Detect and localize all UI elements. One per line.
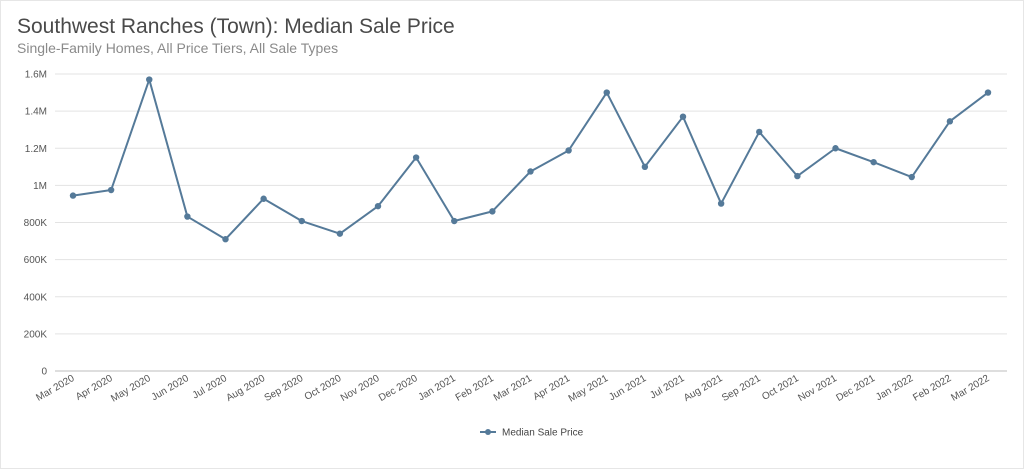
x-tick-label: May 2021	[567, 373, 611, 405]
data-point[interactable]	[374, 202, 382, 210]
data-point[interactable]	[946, 118, 954, 125]
data-point[interactable]	[832, 145, 839, 152]
legend-marker-icon	[485, 429, 491, 435]
data-point[interactable]	[107, 186, 115, 194]
y-axis-ticks: 0 200K 400K 600K 800K 1M 1.2M 1.4M 1.6M	[24, 70, 48, 378]
data-point[interactable]	[222, 236, 229, 243]
x-tick-label: Jan 2022	[874, 373, 916, 403]
data-point[interactable]	[184, 213, 191, 220]
x-tick-label: Jun 2021	[607, 373, 649, 403]
data-point[interactable]	[146, 76, 153, 83]
y-tick-label: 400K	[24, 292, 48, 303]
y-tick-label: 800K	[24, 218, 48, 229]
x-tick-label: Oct 2021	[760, 373, 801, 403]
legend-label: Median Sale Price	[502, 428, 584, 439]
x-tick-label: Dec 2021	[835, 373, 878, 404]
chart-title: Southwest Ranches (Town): Median Sale Pr…	[17, 15, 455, 38]
y-tick-label: 200K	[24, 329, 48, 340]
x-tick-label: Jun 2020	[150, 373, 192, 403]
y-tick-label: 1.4M	[25, 107, 47, 118]
y-tick-label: 1.6M	[25, 70, 47, 81]
y-tick-label: 1.2M	[25, 144, 47, 155]
series-line	[72, 78, 989, 241]
x-tick-label: Jul 2021	[648, 373, 687, 402]
x-tick-label: Oct 2020	[303, 373, 344, 403]
chart-subtitle: Single-Family Homes, All Price Tiers, Al…	[17, 40, 339, 56]
x-tick-label: Apr 2020	[74, 373, 115, 403]
x-tick-label: Sep 2021	[720, 373, 763, 404]
data-point[interactable]	[603, 89, 610, 96]
y-tick-label: 600K	[24, 255, 48, 266]
y-tick-label: 0	[41, 367, 47, 378]
x-tick-label: May 2020	[109, 373, 153, 405]
data-point[interactable]	[451, 217, 458, 225]
data-point[interactable]	[641, 163, 649, 171]
series-layer	[69, 76, 992, 243]
x-tick-label: Jul 2020	[191, 373, 230, 402]
x-tick-label: Dec 2020	[377, 373, 420, 404]
x-tick-label: Jan 2021	[417, 373, 459, 403]
gridlines	[55, 73, 1007, 372]
data-point[interactable]	[565, 147, 572, 154]
x-tick-label: Sep 2020	[263, 373, 306, 404]
data-point[interactable]	[336, 230, 344, 237]
data-point[interactable]	[527, 168, 534, 175]
data-point[interactable]	[756, 128, 763, 136]
data-point[interactable]	[489, 208, 496, 215]
x-tick-label: Mar 2021	[492, 373, 534, 404]
x-tick-label: Aug 2021	[682, 373, 725, 404]
data-point[interactable]	[870, 158, 877, 166]
x-tick-label: Aug 2020	[225, 373, 268, 404]
x-tick-label: Mar 2022	[949, 373, 991, 404]
data-point[interactable]	[260, 195, 267, 202]
x-tick-label: Nov 2020	[339, 373, 382, 404]
x-tick-label: Feb 2022	[911, 373, 953, 404]
x-tick-label: Nov 2021	[796, 373, 839, 404]
x-tick-label: Apr 2021	[531, 373, 572, 403]
y-tick-label: 1M	[33, 181, 47, 192]
data-point[interactable]	[298, 217, 305, 225]
data-point[interactable]	[412, 154, 420, 161]
data-point[interactable]	[69, 192, 77, 199]
data-point[interactable]	[794, 172, 801, 180]
data-point[interactable]	[984, 89, 992, 96]
data-point[interactable]	[679, 113, 687, 120]
x-tick-label: Feb 2021	[454, 373, 496, 404]
data-point[interactable]	[717, 200, 725, 207]
data-point[interactable]	[908, 173, 915, 181]
legend[interactable]: Median Sale Price	[480, 428, 584, 439]
